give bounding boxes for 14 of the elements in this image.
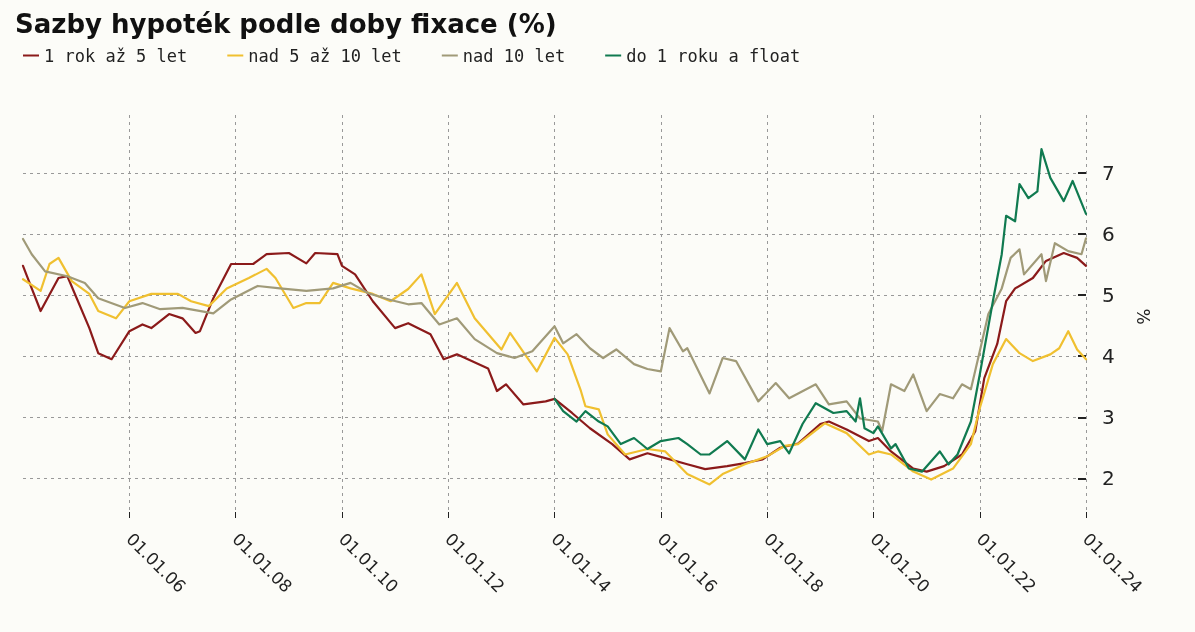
y-tick-label: 7 bbox=[1102, 161, 1115, 186]
legend-label: 1 rok až 5 let bbox=[44, 45, 188, 66]
y-tick-label: 2 bbox=[1102, 466, 1115, 491]
chart-title: Sazby hypoték podle doby fixace (%) bbox=[15, 9, 557, 39]
y-tick-label: 6 bbox=[1102, 222, 1115, 247]
legend-label: nad 5 až 10 let bbox=[248, 45, 402, 66]
y-tick-label: 3 bbox=[1102, 405, 1115, 430]
y-axis-title: % bbox=[1132, 308, 1153, 325]
line-series bbox=[553, 148, 1088, 473]
y-tick-label: 5 bbox=[1102, 283, 1115, 308]
y-tick-label: 4 bbox=[1102, 344, 1115, 369]
legend-label: nad 10 let bbox=[462, 45, 566, 66]
line-series bbox=[21, 237, 1088, 433]
legend-label: do 1 roku a float bbox=[626, 45, 801, 66]
